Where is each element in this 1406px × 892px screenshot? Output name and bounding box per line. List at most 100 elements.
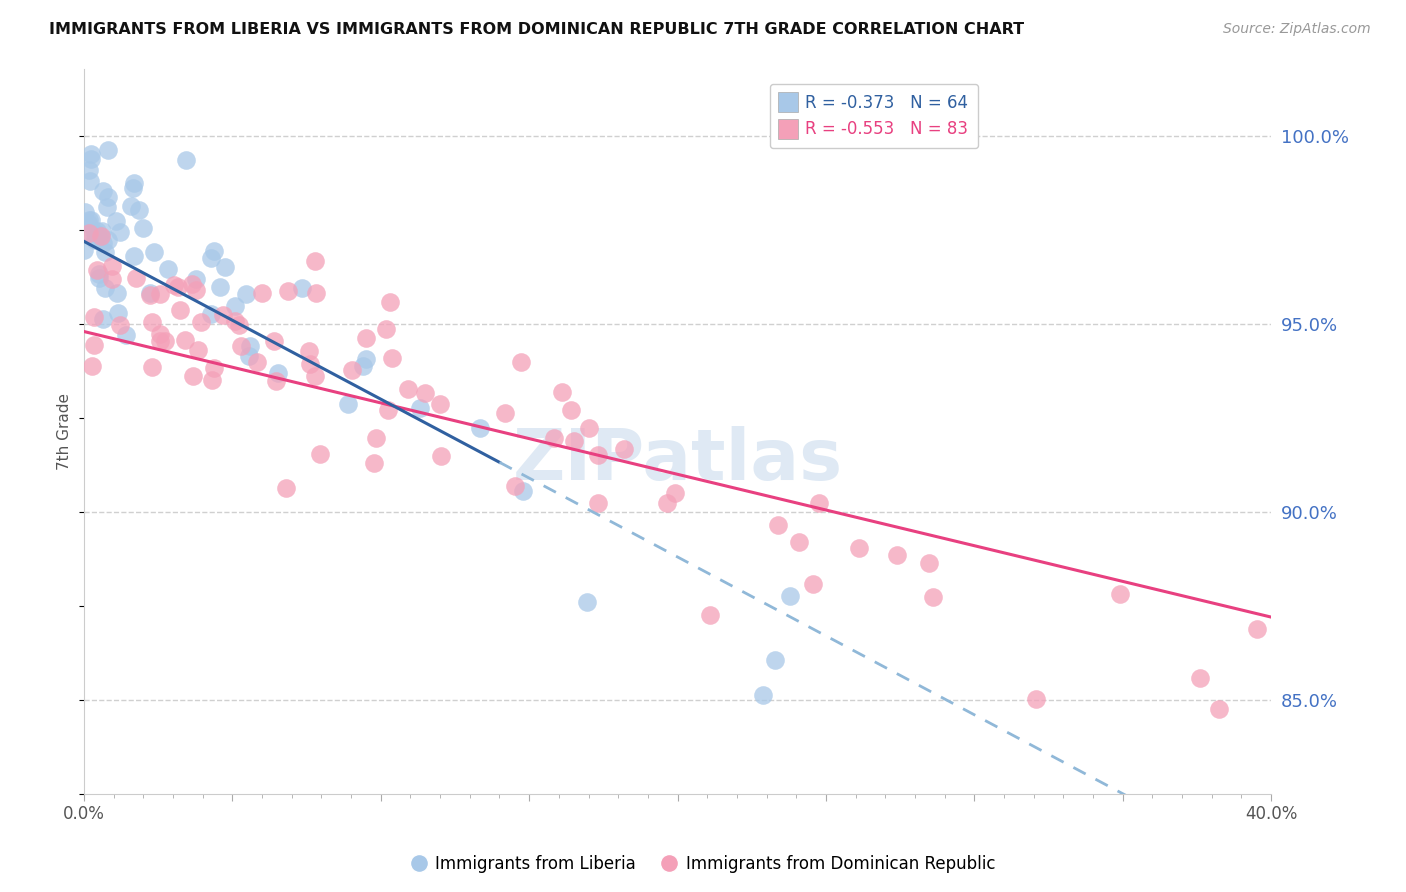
Point <box>494 405 516 419</box>
Point <box>141 359 163 374</box>
Point <box>163 277 186 292</box>
Point <box>766 518 789 533</box>
Point <box>803 577 825 591</box>
Point <box>510 355 533 369</box>
Point <box>79 163 101 178</box>
Y-axis label: 7th Grade: 7th Grade <box>58 392 72 469</box>
Point <box>104 214 127 228</box>
Point <box>87 270 110 285</box>
Point <box>187 343 209 357</box>
Point <box>84 233 107 247</box>
Point <box>512 483 534 498</box>
Point <box>202 361 225 376</box>
Point <box>354 352 377 367</box>
Point <box>184 284 207 298</box>
Point <box>304 369 326 384</box>
Point <box>87 227 110 242</box>
Point <box>107 286 129 301</box>
Point <box>578 421 600 435</box>
Point <box>169 303 191 318</box>
Point <box>429 449 451 463</box>
Point <box>246 355 269 369</box>
Point <box>108 318 131 333</box>
Point <box>309 446 332 460</box>
Point <box>228 318 250 333</box>
Point <box>91 224 114 238</box>
Point <box>115 327 138 342</box>
Point <box>297 344 319 359</box>
Point <box>209 280 232 294</box>
Point <box>1108 587 1130 601</box>
Point <box>1189 671 1212 685</box>
Point <box>200 251 222 265</box>
Point <box>408 401 430 416</box>
Point <box>200 307 222 321</box>
Point <box>267 366 290 380</box>
Point <box>562 434 585 448</box>
Point <box>274 481 297 495</box>
Point <box>183 369 205 384</box>
Point <box>586 448 609 462</box>
Point <box>79 146 101 161</box>
Point <box>202 244 225 259</box>
Point <box>337 397 360 411</box>
Point <box>886 548 908 562</box>
Text: Source: ZipAtlas.com: Source: ZipAtlas.com <box>1223 22 1371 37</box>
Point <box>138 285 160 300</box>
Point <box>352 359 374 373</box>
Point <box>613 442 636 456</box>
Point <box>91 312 114 326</box>
Point <box>83 338 105 352</box>
Point <box>235 286 257 301</box>
Point <box>91 235 114 250</box>
Point <box>141 315 163 329</box>
Point <box>94 244 117 259</box>
Point <box>96 201 118 215</box>
Point <box>156 262 179 277</box>
Point <box>699 608 721 623</box>
Point <box>93 281 115 295</box>
Point <box>80 359 103 373</box>
Point <box>149 334 172 348</box>
Point <box>363 456 385 470</box>
Point <box>148 286 170 301</box>
Point <box>238 349 260 363</box>
Point <box>80 213 103 227</box>
Point <box>374 322 396 336</box>
Text: ZIPatlas: ZIPatlas <box>512 425 842 494</box>
Point <box>97 144 120 158</box>
Point <box>93 184 115 198</box>
Point <box>180 277 202 292</box>
Point <box>1025 692 1047 706</box>
Point <box>174 333 197 347</box>
Legend: Immigrants from Liberia, Immigrants from Dominican Republic: Immigrants from Liberia, Immigrants from… <box>404 848 1002 880</box>
Point <box>201 373 224 387</box>
Point <box>97 233 120 247</box>
Point <box>413 386 436 401</box>
Point <box>155 334 177 349</box>
Point <box>922 590 945 604</box>
Point <box>779 589 801 603</box>
Point <box>166 279 188 293</box>
Point <box>1246 623 1268 637</box>
Point <box>73 243 96 257</box>
Point <box>101 271 124 285</box>
Point <box>211 308 233 322</box>
Point <box>576 595 599 609</box>
Point <box>304 254 326 268</box>
Point <box>277 284 299 298</box>
Point <box>263 334 285 349</box>
Point <box>378 295 401 310</box>
Point <box>128 203 150 218</box>
Point <box>763 653 786 667</box>
Point <box>1208 702 1230 716</box>
Point <box>560 403 582 417</box>
Point <box>143 245 166 260</box>
Point <box>918 556 941 570</box>
Point <box>664 485 686 500</box>
Point <box>224 299 246 313</box>
Point <box>73 205 96 219</box>
Point <box>101 260 124 274</box>
Point <box>505 479 527 493</box>
Point <box>229 339 252 353</box>
